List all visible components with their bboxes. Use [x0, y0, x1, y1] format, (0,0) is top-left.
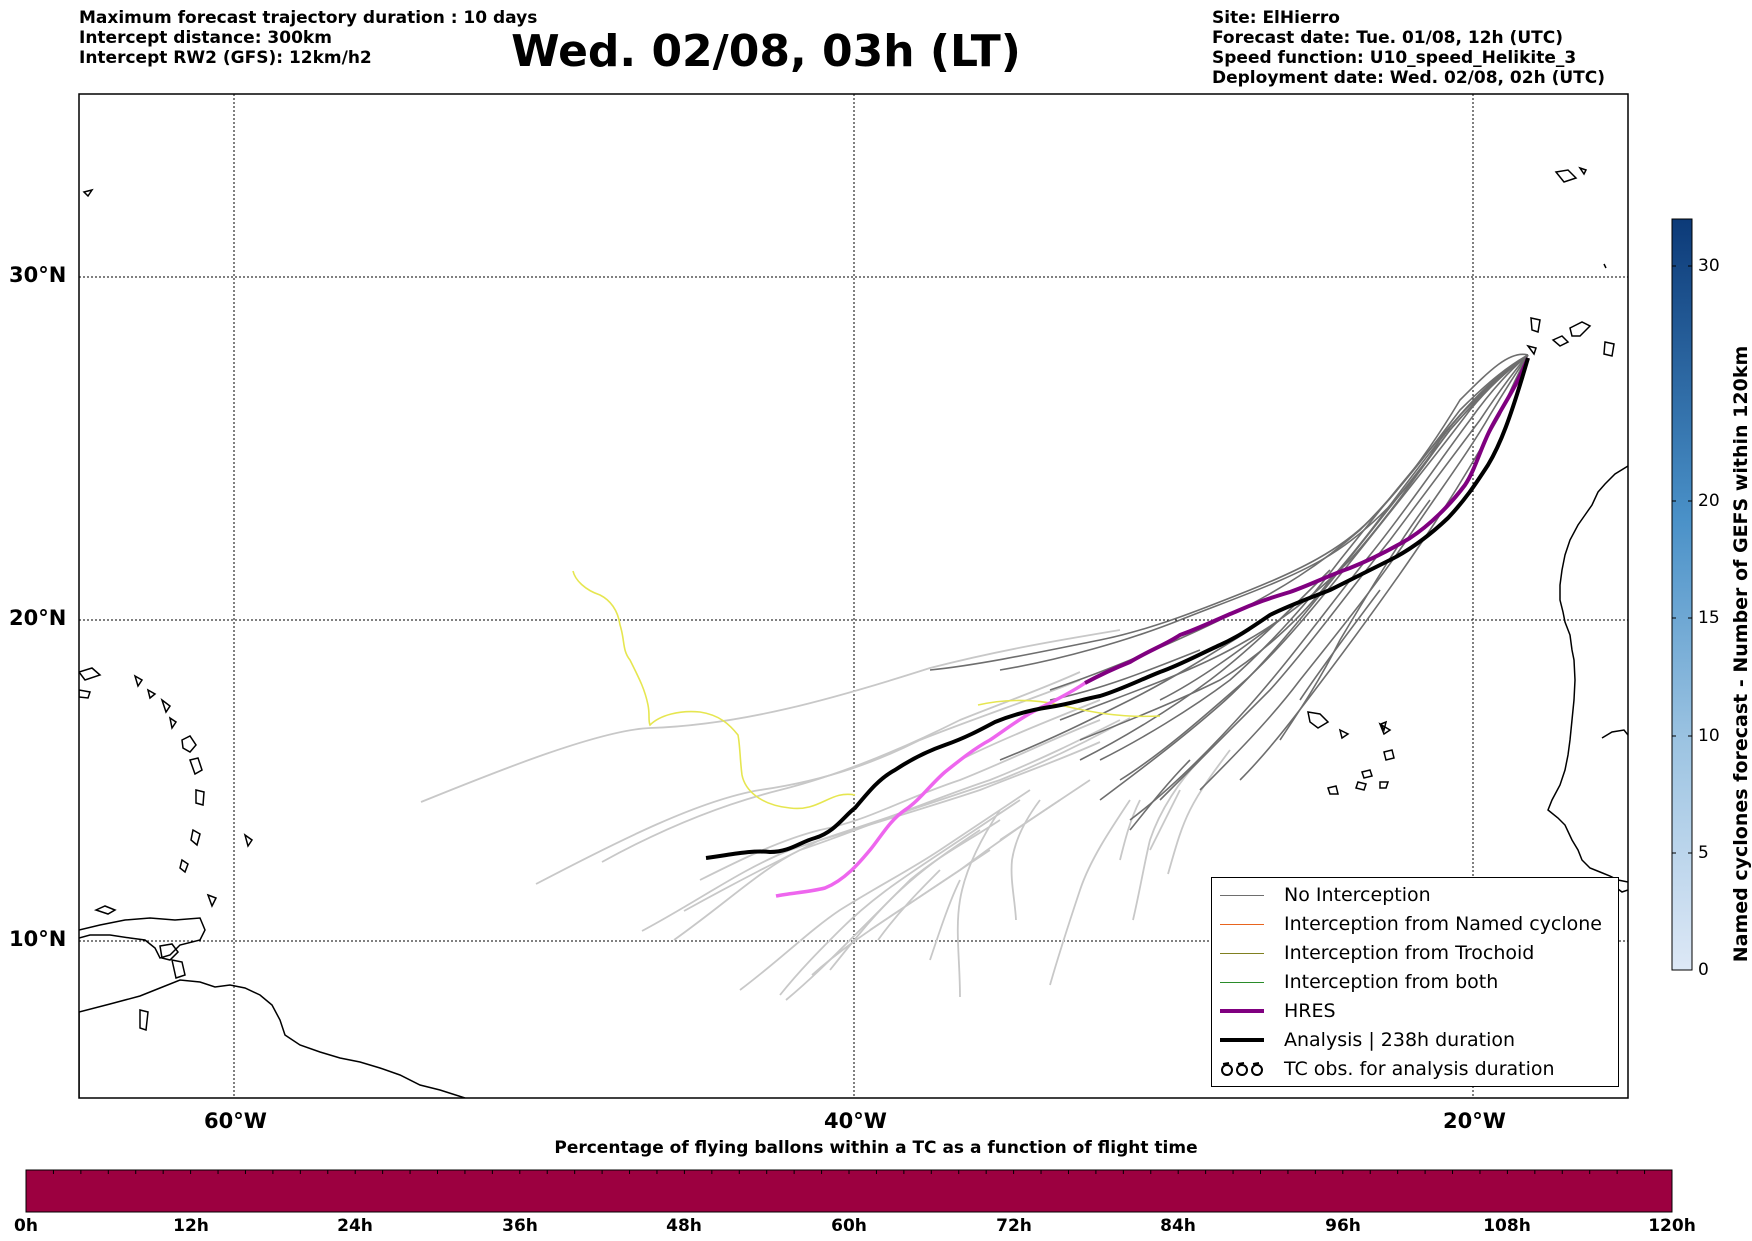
legend-label: Interception from Trochoid — [1284, 942, 1535, 964]
colorbar — [1671, 218, 1693, 971]
flight-time-bar — [25, 1169, 1673, 1213]
colorbar-tick-20: 20 — [1698, 491, 1720, 511]
legend-item-no-interception: No Interception — [1220, 883, 1431, 907]
bar-tick-108h: 108h — [1483, 1216, 1531, 1236]
legend-swatch-gray — [1220, 894, 1264, 896]
trajectory-settings: Maximum forecast trajectory duration : 1… — [79, 8, 537, 68]
forecast-date-text: Forecast date: Tue. 01/08, 12h (UTC) — [1212, 28, 1563, 48]
flight-time-bar-title: Percentage of flying ballons within a TC… — [0, 1138, 1752, 1158]
bar-tick-12h: 12h — [173, 1216, 209, 1236]
legend-swatch-green — [1220, 981, 1264, 983]
legend-item-tc-obs: TC obs. for analysis duration — [1220, 1057, 1555, 1081]
legend-item-named-cyclone: Interception from Named cyclone — [1220, 912, 1602, 936]
legend-item-trochoid: Interception from Trochoid — [1220, 941, 1534, 965]
cyclone-symbol-icon — [1221, 1062, 1263, 1076]
deployment-date-text: Deployment date: Wed. 02/08, 02h (UTC) — [1212, 68, 1606, 88]
page-title-text: Wed. 02/08, 03h (LT) — [511, 26, 1021, 77]
flight-time-bar-title-text: Percentage of flying ballons within a TC… — [554, 1138, 1198, 1158]
bar-tick-96h: 96h — [1325, 1216, 1361, 1236]
lon-label-20w: 20°W — [1443, 1109, 1506, 1133]
speed-function-text: Speed function: U10_speed_Helikite_3 — [1212, 48, 1577, 68]
site-text: Site: ElHierro — [1212, 8, 1340, 28]
legend-swatch-orange — [1220, 923, 1264, 925]
bar-tick-120h: 120h — [1648, 1216, 1696, 1236]
intercept-rw2-text: Intercept RW2 (GFS): 12km/h2 — [79, 48, 372, 68]
legend-item-hres: HRES — [1220, 999, 1336, 1023]
colorbar-tick-10: 10 — [1698, 726, 1720, 746]
bar-tick-84h: 84h — [1160, 1216, 1196, 1236]
coastlines — [79, 166, 1628, 1098]
legend-label: HRES — [1284, 1000, 1336, 1022]
bar-tick-48h: 48h — [666, 1216, 702, 1236]
bar-tick-36h: 36h — [502, 1216, 538, 1236]
legend-swatch-olive — [1220, 952, 1264, 954]
analysis-track — [705, 357, 1530, 860]
bar-tick-72h: 72h — [996, 1216, 1032, 1236]
legend-item-both: Interception from both — [1220, 970, 1498, 994]
bar-tick-60h: 60h — [831, 1216, 867, 1236]
bar-tick-0h: 0h — [14, 1216, 38, 1236]
legend-label: Interception from both — [1284, 971, 1499, 993]
forecast-metadata: Site: ElHierro Forecast date: Tue. 01/08… — [1212, 8, 1605, 88]
max-duration-text: Maximum forecast trajectory duration : 1… — [79, 8, 538, 28]
intercept-distance-text: Intercept distance: 300km — [79, 28, 332, 48]
lat-label-30n: 30°N — [9, 263, 67, 287]
ensemble-light-tracks — [420, 629, 1231, 1001]
legend-label: No Interception — [1284, 884, 1431, 906]
legend-item-analysis: Analysis | 238h duration — [1220, 1028, 1515, 1052]
legend-swatch-purple — [1220, 1009, 1264, 1013]
legend-label: Analysis | 238h duration — [1284, 1029, 1516, 1051]
bar-tick-24h: 24h — [337, 1216, 373, 1236]
colorbar-tick-30: 30 — [1698, 256, 1720, 276]
colorbar-ticks — [1672, 265, 1692, 971]
lat-label-10n: 10°N — [9, 927, 67, 951]
legend-label: TC obs. for analysis duration — [1284, 1058, 1555, 1080]
map-legend: No Interception Interception from Named … — [1211, 877, 1619, 1087]
flight-time-bar-ticks — [25, 1170, 1673, 1174]
page-title: Wed. 02/08, 03h (LT) — [0, 24, 1752, 80]
lon-label-60w: 60°W — [204, 1109, 267, 1133]
colorbar-tick-5: 5 — [1698, 843, 1709, 863]
lat-label-20n: 20°N — [9, 606, 67, 630]
lon-label-40w: 40°W — [824, 1109, 887, 1133]
legend-label: Interception from Named cyclone — [1284, 913, 1602, 935]
hres-track — [1084, 357, 1530, 685]
colorbar-title: Named cyclones forecast - Number of GEFS… — [1730, 345, 1752, 963]
colorbar-tick-15: 15 — [1698, 608, 1720, 628]
colorbar-tick-0: 0 — [1698, 960, 1709, 980]
legend-swatch-black — [1220, 1038, 1264, 1042]
